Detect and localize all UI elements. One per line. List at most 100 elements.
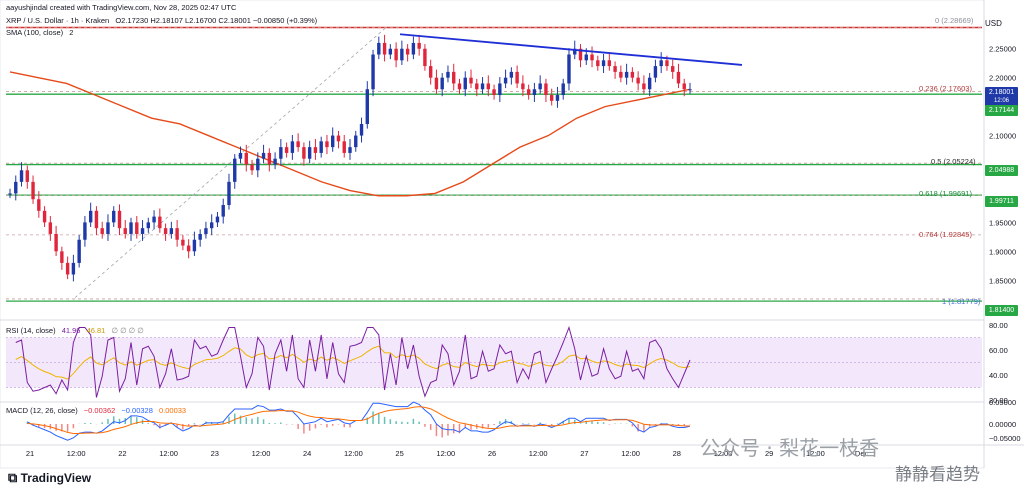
candle-body-93 [544,83,548,96]
candle-body-105 [613,66,617,72]
candle-body-52 [307,147,312,159]
candle-body-44 [261,152,266,159]
macd-signal-line [27,406,691,435]
candle-body-25 [152,216,156,223]
candle-body-15 [94,210,99,229]
candle-body-97 [567,54,571,84]
candle-body-12 [77,239,81,263]
macd-tick-2: −0.05000 [989,434,1021,443]
time-tick-6: 24 [303,449,311,458]
rsi-label: RSI (14, close) [6,326,56,335]
candle-body-31 [186,245,191,252]
candle-body-91 [532,89,537,96]
candle-body-64 [377,42,381,55]
sma-value: 2 [69,28,74,37]
candle-body-32 [192,239,197,252]
sma-line [9,71,691,197]
candle-body-22 [135,222,139,234]
time-tick-15: 12:00 [714,449,733,458]
candle-body-2 [19,170,24,182]
candle-body-65 [382,42,387,55]
sma-legend[interactable]: SMA (100, close) 2 [6,28,77,37]
horizontal-levels [6,26,982,302]
time-tick-1: 12:00 [67,449,86,458]
macd-legend[interactable]: MACD (12, 26, close) −0.00362 −0.00328 0… [6,406,190,415]
price-tick-1.95000: 1.95000 [989,218,1016,227]
macd-pane: 0.05000 0.00000 −0.05000 [26,398,1021,443]
candle-body-39 [233,158,237,182]
candle-body-47 [279,147,283,159]
candle-body-69 [405,48,410,55]
candle-body-92 [538,83,542,90]
fib-label-1: 1 (1.81779) [942,297,981,306]
candle-body-107 [624,71,629,78]
candle-body-90 [526,89,531,96]
time-tick-12: 27 [580,449,588,458]
candle-body-16 [100,228,104,234]
time-tick-16: 29 [765,449,773,458]
candle-body-5 [37,199,41,211]
symbol-line: XRP / U.S. Dollar · 1h · Kraken O2.17230… [6,16,321,25]
candle-body-42 [250,164,254,171]
fib-label-0: 0 (2.28669) [935,16,974,25]
candle-body-108 [630,71,635,78]
fib-label-5: 0.5 (2.05224) [931,157,976,166]
candle-body-70 [411,42,416,55]
candle-body-11 [71,262,76,275]
candle-body-72 [423,48,427,67]
candle-body-63 [371,54,375,90]
rsi-pane: 80.00 60.00 40.00 20.00 [6,321,1008,405]
candle-body-115 [671,66,675,72]
time-tick-3: 12:00 [159,449,178,458]
time-tick-8: 25 [395,449,403,458]
candle-body-96 [561,83,565,96]
candle-body-87 [509,71,514,78]
candle-body-29 [175,228,179,240]
time-tick-10: 26 [488,449,496,458]
candle-body-0 [8,193,12,195]
grid [0,0,1024,469]
candle-body-46 [273,158,277,165]
macd-hist-value: 0.00033 [158,406,187,415]
candle-body-36 [215,216,220,223]
candle-body-62 [365,89,369,124]
candle-body-34 [204,228,208,234]
time-tick-18: Dec [855,449,869,458]
candle-body-27 [163,228,168,234]
countdown-tag: 12:06 [985,96,1018,107]
candle-body-94 [549,95,554,101]
chart-frame [0,0,985,469]
candle-body-67 [394,48,398,61]
candle-body-114 [665,60,669,67]
candle-body-20 [123,228,127,234]
candle-body-45 [267,152,272,165]
candle-body-53 [313,147,318,153]
price-tick-2.20000: 2.20000 [989,74,1016,83]
support-tag-4: 1.81400 [985,305,1018,316]
candle-body-50 [296,141,300,148]
time-tick-0: 21 [26,449,34,458]
candle-body-101 [590,54,594,61]
watermark-bottom: 静静看趋势 [895,465,980,485]
candle-body-73 [428,66,433,78]
macd-signal-value: −0.00328 [121,406,153,415]
candle-body-98 [573,48,577,55]
current-price-tag: 2.18001 [985,87,1018,98]
support-tag-2: 2.04988 [985,165,1018,176]
price-axis: 2.25000 2.20000 2.10000 1.95000 1.90000 1.850… [989,45,1016,314]
rsi-value: 41.96 [61,326,81,335]
candle-body-84 [492,89,496,96]
rsi-legend[interactable]: RSI (14, close) 41.96 46.81 ∅ ∅ ∅ ∅ [6,326,148,335]
time-tick-7: 12:00 [344,449,363,458]
candle-body-68 [400,48,404,61]
macd-label: MACD (12, 26, close) [6,406,78,415]
time-tick-9: 12:00 [436,449,455,458]
candle-body-86 [503,77,508,84]
candle-body-74 [434,77,439,90]
rsi-tick-40.00: 40.00 [989,371,1008,380]
candle-body-33 [198,233,202,240]
tradingview-logo[interactable]: ⧉ TradingView [8,470,92,485]
sma-100-line [9,71,691,197]
candle-body-61 [359,123,364,136]
